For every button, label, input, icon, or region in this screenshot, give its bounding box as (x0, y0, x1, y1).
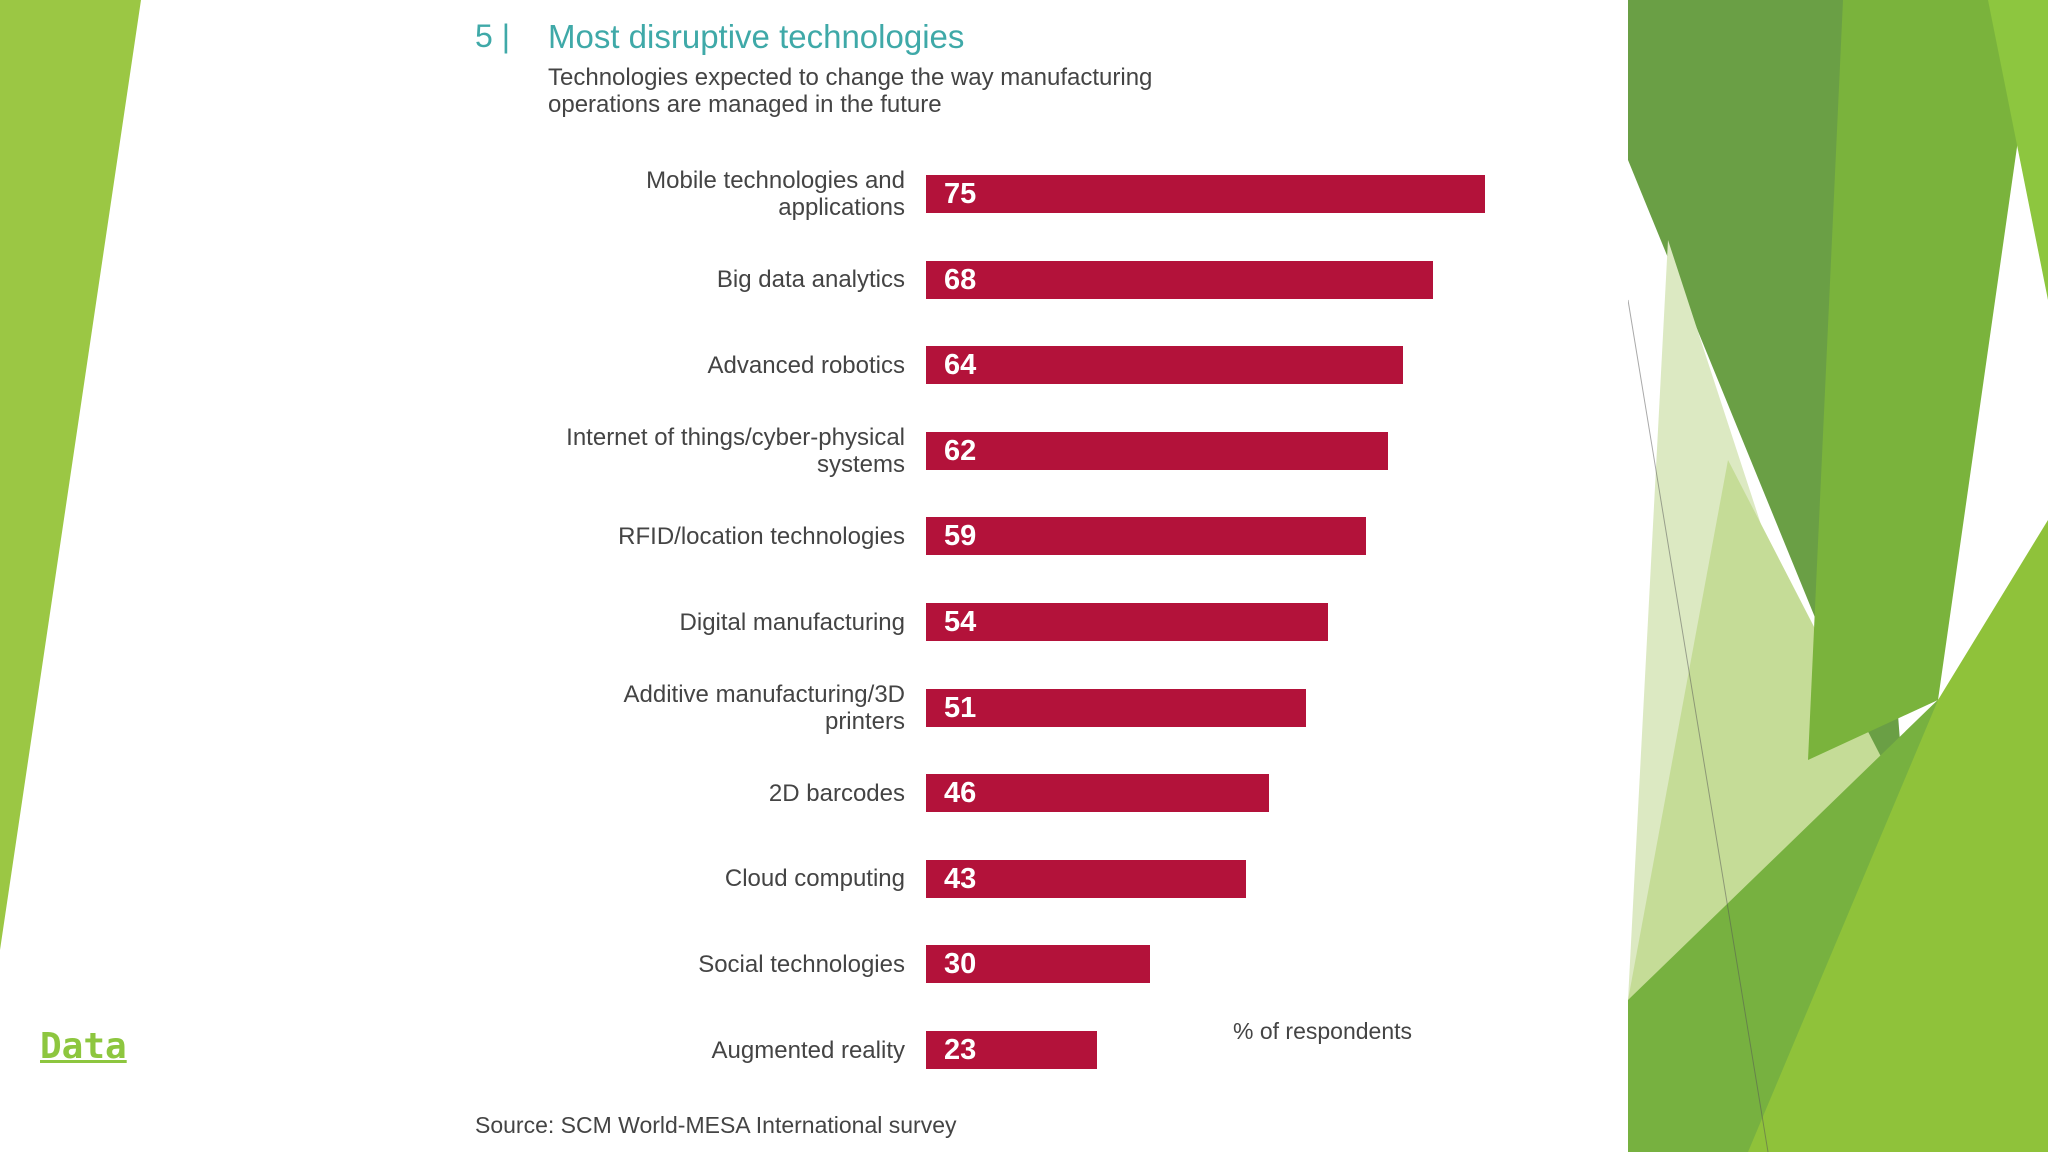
category-label-line: Mobile technologies and (646, 167, 905, 194)
bar: 46 (926, 774, 1269, 813)
category-label-line: applications (778, 194, 905, 221)
category-label: Digital manufacturing (465, 609, 905, 636)
category-label-line: printers (824, 707, 905, 735)
category-label-line: RFID/location technologies (618, 522, 905, 550)
chart-subtitle: Technologies expected to change the way … (548, 64, 1448, 118)
bar-value-label: 51 (944, 691, 977, 724)
source-note: Source: SCM World-MESA International sur… (475, 1112, 957, 1138)
bar: 64 (926, 346, 1403, 385)
category-label-line: Cloud computing (724, 865, 905, 893)
bar: 62 (926, 431, 1388, 470)
category-label: Augmented reality (465, 1037, 905, 1064)
bar: 59 (926, 517, 1366, 556)
bar: 43 (926, 859, 1247, 898)
category-label-line: Digital manufacturing (679, 608, 905, 636)
right-shape-bright (1748, 520, 2048, 1152)
bar: 75 (926, 175, 1485, 213)
chart-title: Most disruptive technologies (548, 18, 965, 55)
bar: 54 (926, 603, 1329, 641)
bar-value-label: 46 (944, 777, 977, 810)
right-divider-line (1628, 299, 1769, 1152)
category-label: Internet of things/cyber-physical systems (465, 424, 905, 478)
figure-number: 5 | (475, 18, 510, 54)
category-label-line: Augmented reality (711, 1036, 905, 1064)
bar: 30 (926, 945, 1150, 984)
category-label: Social technologies (465, 951, 905, 978)
category-label-line: Internet of things/cyber-physical (566, 423, 905, 451)
category-label: Mobile technologies and applications (465, 167, 905, 221)
bar-value-label: 59 (944, 520, 977, 553)
bar-value-label: 68 (944, 263, 977, 296)
right-shape-top (1988, 0, 2048, 300)
subtitle-line-1: Technologies expected to change the way … (548, 64, 1153, 91)
chart-panel: 5 | Most disruptive technologies Technol… (445, 0, 1615, 1152)
category-label-line: Big data analytics (716, 266, 905, 294)
units-label: % of respondents (1233, 1018, 1413, 1044)
category-label-line: Additive manufacturing/3D (623, 680, 905, 708)
data-link[interactable]: Data (40, 1026, 127, 1067)
category-label-line: 2D barcodes (768, 779, 905, 807)
left-decoration (0, 0, 141, 950)
bar-value-label: 30 (944, 948, 977, 981)
bar: 51 (926, 688, 1306, 727)
category-label: 2D barcodes (465, 780, 905, 807)
bar-value-label: 43 (944, 862, 977, 895)
category-label: RFID/location technologies (465, 523, 905, 550)
bar-value-label: 62 (944, 434, 977, 467)
category-label-line: systems (816, 450, 905, 478)
bar-value-label: 75 (944, 178, 977, 210)
right-shape-mid (1808, 0, 2038, 760)
bar-value-label: 23 (944, 1034, 977, 1066)
subtitle-line-2: operations are managed in the future (548, 91, 942, 118)
bar-value-label: 64 (944, 349, 977, 382)
bar: 23 (926, 1031, 1098, 1069)
bar-value-label: 54 (944, 606, 977, 638)
bar: 68 (926, 260, 1433, 299)
category-label-line: Social technologies (698, 950, 905, 978)
category-label-line: Advanced robotics (707, 351, 905, 379)
right-decoration (1628, 0, 2048, 1152)
category-label: Cloud computing (465, 865, 905, 892)
category-label: Advanced robotics (465, 352, 905, 379)
category-label: Additive manufacturing/3D printers (465, 681, 905, 735)
category-label: Big data analytics (465, 266, 905, 293)
left-green-shape (0, 0, 141, 950)
